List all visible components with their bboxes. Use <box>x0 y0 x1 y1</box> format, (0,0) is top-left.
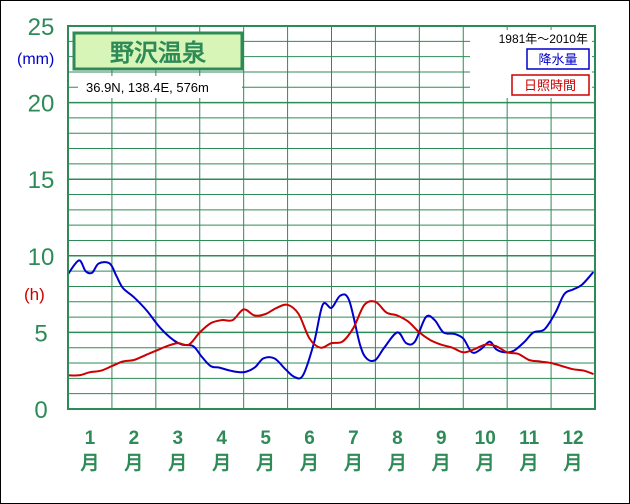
x-tick-month-number: 9 <box>436 428 447 449</box>
location-text: 36.9N, 138.4E, 576m <box>86 80 209 95</box>
x-tick-month-suffix: 月 <box>431 453 451 474</box>
x-tick-month-suffix: 月 <box>211 453 231 474</box>
y-unit-sun: (h) <box>24 285 45 304</box>
x-tick-month-number: 4 <box>216 428 227 449</box>
y-axis-labels: 0 5 10 15 20 25 <box>28 14 55 424</box>
legend-precip-box <box>526 48 590 70</box>
y-unit-precip: (mm) <box>17 51 54 68</box>
x-tick-month-number: 11 <box>519 428 540 449</box>
x-tick-month-suffix: 月 <box>123 453 143 474</box>
x-tick-month-suffix: 月 <box>475 453 495 474</box>
x-tick-month-suffix: 月 <box>299 453 319 474</box>
precipitation-line <box>67 259 594 380</box>
x-tick-month-number: 7 <box>348 428 359 449</box>
x-tick-month-suffix: 月 <box>167 453 187 474</box>
x-tick-month-number: 12 <box>562 428 583 449</box>
period-text: 1981年～2010年 <box>499 32 588 46</box>
x-tick-month-number: 10 <box>475 428 496 449</box>
plot-frame <box>67 25 596 410</box>
x-tick-month-suffix: 月 <box>255 453 275 474</box>
legend-sun-box <box>511 74 590 96</box>
x-tick-month-number: 3 <box>173 428 184 449</box>
sunshine-line <box>67 300 594 377</box>
title-box <box>72 31 244 71</box>
x-tick-month-suffix: 月 <box>79 453 99 474</box>
x-tick-month-number: 1 <box>85 428 96 449</box>
series-layer <box>67 259 594 380</box>
x-tick-month-suffix: 月 <box>563 453 583 474</box>
y-tick-label: 20 <box>28 91 55 118</box>
legend-sun-label: 日照時間 <box>524 78 576 93</box>
x-tick-month-suffix: 月 <box>387 453 407 474</box>
chart-title: 野沢温泉 <box>110 39 207 67</box>
x-tick-month-number: 5 <box>260 428 271 449</box>
y-tick-label: 10 <box>28 244 55 271</box>
location-bg <box>78 76 242 98</box>
y-tick-label: 15 <box>28 167 55 194</box>
legend-precip-label: 降水量 <box>538 52 577 67</box>
x-tick-month-number: 8 <box>392 428 403 449</box>
x-tick-month-number: 2 <box>129 428 140 449</box>
x-tick-month-number: 6 <box>304 428 315 449</box>
x-tick-month-suffix: 月 <box>519 453 539 474</box>
y-tick-label: 5 <box>34 320 47 347</box>
x-axis-labels: 1 月 2 月 3 月 4 月 5 月 6 月 7 月 8 月 9 月 10 月 11 月 12 月 <box>79 428 583 474</box>
y-tick-label: 0 <box>34 397 47 424</box>
x-tick-month-suffix: 月 <box>343 453 363 474</box>
y-tick-label: 25 <box>28 14 55 41</box>
